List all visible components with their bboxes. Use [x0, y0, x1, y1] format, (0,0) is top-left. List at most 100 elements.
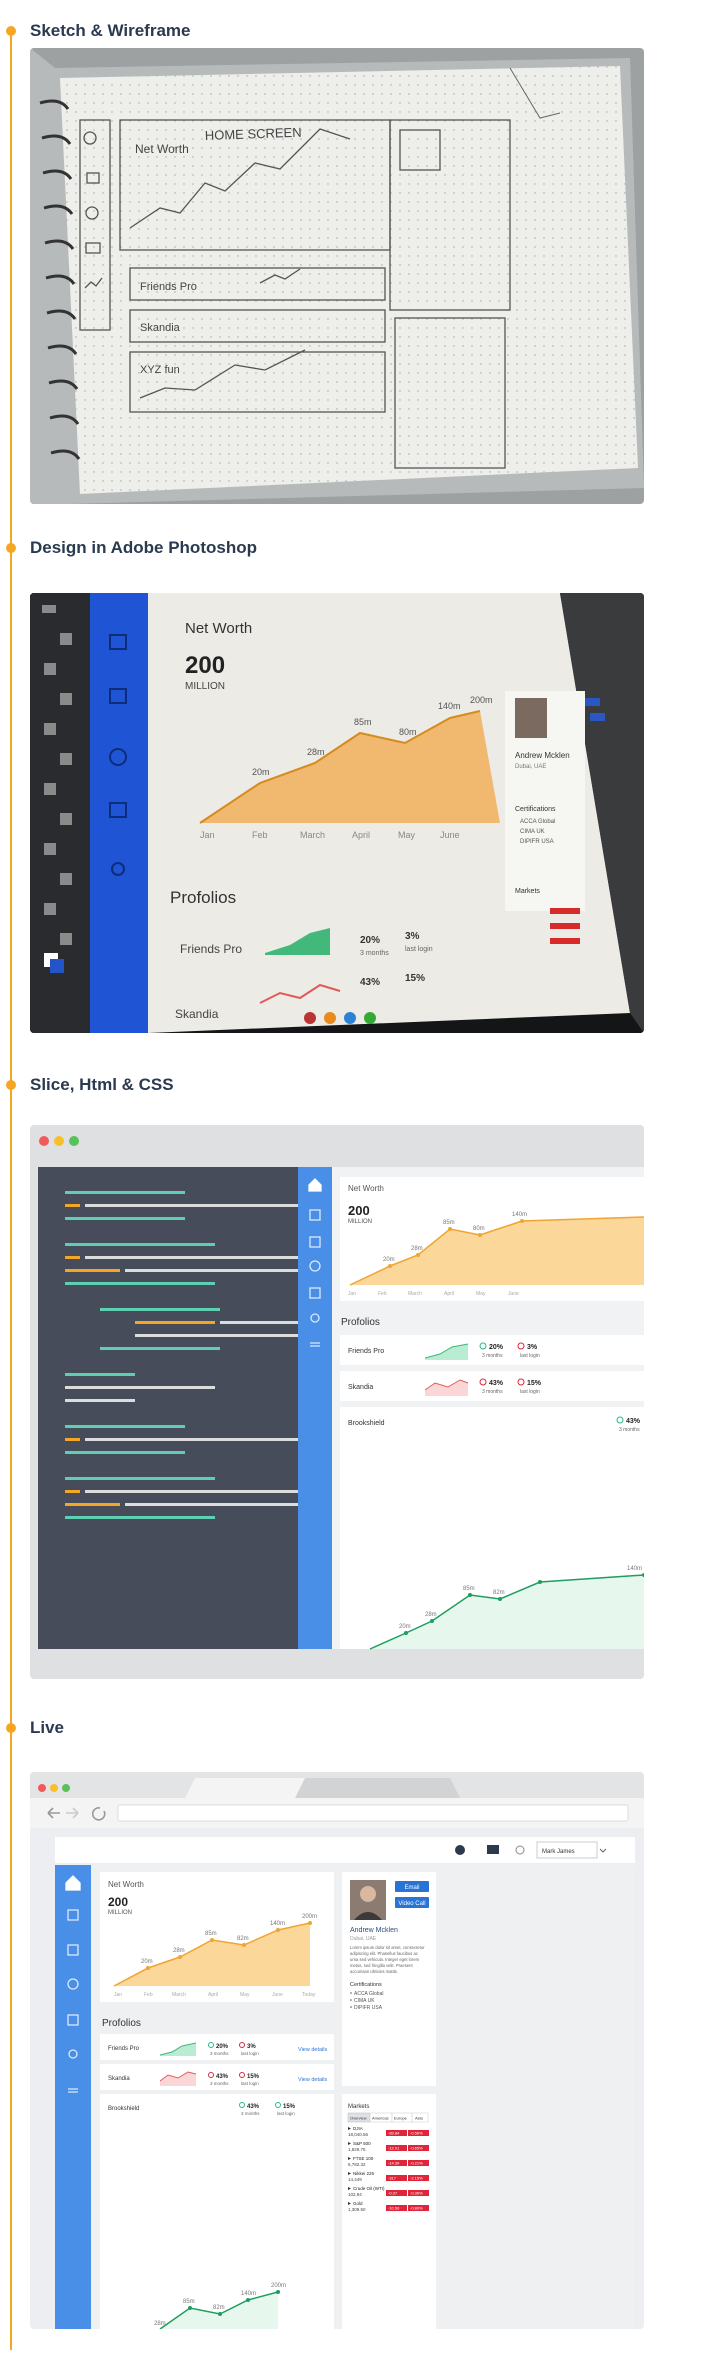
- slice-point-label: 28m: [411, 1246, 423, 1252]
- live-fund-name: Friends Pro: [108, 2046, 140, 2052]
- live-month: Feb: [144, 1992, 153, 1998]
- market-name: Gold: [353, 2201, 363, 2206]
- markets-tab-label[interactable]: Americas: [372, 2116, 389, 2121]
- timeline-dot: [6, 1723, 16, 1733]
- photoshop-image: Net Worth 200 MILLION 20m 28m 85m 80m 14…: [30, 593, 644, 1033]
- slice-bs-point: 85m: [463, 1586, 475, 1592]
- live-brookshield-name: Brookshield: [108, 2106, 139, 2112]
- slice-brookshield-name: Brookshield: [348, 1420, 385, 1427]
- forward-icon: [66, 1807, 79, 1819]
- section-title-sketch: Sketch & Wireframe: [30, 21, 191, 40]
- address-bar: [117, 1804, 629, 1822]
- market-percent: -0.65%: [410, 2146, 423, 2151]
- window-close-dot: [38, 1784, 46, 1792]
- market-percent-badge: [408, 2160, 429, 2166]
- slice-value: 200: [348, 1203, 370, 1218]
- slice-net-worth: Net Worth: [348, 1184, 384, 1193]
- market-value: 6,782.32: [348, 2162, 366, 2167]
- back-icon: [47, 1807, 60, 1819]
- email-button-label[interactable]: Email: [404, 1885, 419, 1891]
- ps-month: May: [398, 830, 416, 840]
- browser-tab: [295, 1778, 460, 1798]
- market-name: S&P 500: [353, 2141, 371, 2146]
- down-icon: [239, 2072, 245, 2078]
- live-sidebar: [55, 1865, 91, 2329]
- live-month: May: [240, 1992, 250, 1998]
- ps-chart-title: Net Worth: [185, 620, 252, 637]
- browser-tab: [185, 1778, 315, 1798]
- slice-point-label: 20m: [383, 1257, 395, 1263]
- live-fund-a: 20%: [216, 2044, 229, 2050]
- live-bs-point: 85m: [183, 2299, 195, 2305]
- caret-right-icon: [348, 2187, 351, 2190]
- spiral-binding: [39, 99, 81, 460]
- live-bs-point: 82m: [213, 2305, 225, 2311]
- up-icon: [616, 1416, 624, 1424]
- down-icon: [208, 2072, 214, 2078]
- live-bs-point: 140m: [241, 2291, 256, 2297]
- slice-brookshield-a: 43%: [626, 1418, 641, 1425]
- photoshop-sidebar: [90, 593, 150, 1033]
- live-brookshield-card: [100, 2094, 334, 2329]
- markets-tab-label[interactable]: Europe: [394, 2116, 408, 2121]
- ps-month: April: [352, 830, 370, 840]
- slice-month: May: [476, 1291, 486, 1297]
- slice-browser-window: Net Worth 200 MILLION 20m 28m 85m 80m 14…: [30, 1125, 644, 1679]
- sketch-xyz: XYZ fun: [140, 364, 180, 376]
- window-close-dot: [39, 1136, 49, 1146]
- live-month: Today: [302, 1992, 316, 1998]
- live-view-details-link[interactable]: View details: [298, 2047, 327, 2053]
- sketch-notebook-title: HOME SCREEN: [205, 125, 302, 143]
- live-view-details-link[interactable]: View details: [298, 2077, 327, 2083]
- profile-location: Dubai, UAE: [350, 1936, 377, 1942]
- ps-lastlogin1: last login: [405, 946, 433, 953]
- live-fund-name: Skandia: [108, 2076, 130, 2082]
- video-call-button: [395, 1897, 429, 1908]
- ps-point-label: 28m: [307, 747, 325, 757]
- market-value: 18,040.56: [348, 2132, 369, 2137]
- window-min-dot: [54, 1136, 64, 1146]
- live-unit: MILLION: [108, 1910, 132, 1916]
- slice-month: Jan: [348, 1291, 356, 1297]
- ps-period1: 3 months: [360, 950, 389, 957]
- market-name: Nikkei 225: [353, 2171, 375, 2176]
- reload-icon: [91, 1807, 106, 1821]
- market-percent-badge: [408, 2205, 429, 2211]
- timeline-dot: [6, 1080, 16, 1090]
- timeline-dot: [6, 543, 16, 553]
- markets-tab-label[interactable]: Asia: [415, 2116, 424, 2121]
- live-fund-b-sub: last login: [241, 2051, 259, 2056]
- settings-icon: [515, 1845, 525, 1855]
- ps-unit: MILLION: [185, 681, 225, 692]
- live-month: Jan: [114, 1992, 122, 1998]
- live-brookshield-a-sub: 3 months: [241, 2111, 260, 2116]
- ps-fund1: Friends Pro: [180, 942, 242, 956]
- notification-icon: [455, 1845, 465, 1855]
- target-icon: [67, 1978, 79, 1990]
- slice-portfolios: Profolios: [341, 1317, 380, 1328]
- window-max-dot: [62, 1784, 70, 1792]
- live-point-label: 140m: [270, 1921, 285, 1927]
- window-max-dot: [69, 1136, 79, 1146]
- down-icon: [517, 1378, 525, 1386]
- ps-cert: ACCA Global: [520, 819, 555, 825]
- down-icon: [479, 1378, 487, 1386]
- market-percent: -0.56%: [410, 2131, 423, 2136]
- caret-right-icon: [348, 2202, 351, 2205]
- live-fund-a-sub: 3 months: [210, 2051, 229, 2056]
- market-percent: -2.15%: [410, 2176, 423, 2181]
- market-change: -317: [388, 2176, 397, 2181]
- market-value: 102.94: [348, 2192, 362, 2197]
- market-change: -10.50: [388, 2206, 400, 2211]
- cert-item: DIPIFR USA: [354, 2005, 383, 2011]
- ps-point-label: 80m: [399, 727, 417, 737]
- profile-bio-line: adipiscing elit. Phasellus faucibus ac: [350, 1951, 418, 1956]
- markets-tab-label[interactable]: Overview: [350, 2116, 367, 2121]
- menu-icon: [68, 2088, 78, 2093]
- video-call-button-label[interactable]: Video Call: [398, 1901, 425, 1907]
- cert-item: CIMA UK: [354, 1998, 375, 2004]
- slice-bs-point: 140m: [627, 1566, 642, 1572]
- ps-pct3: 43%: [360, 977, 380, 988]
- up-icon: [479, 1342, 487, 1350]
- live-brookshield-b-sub: last login: [277, 2111, 295, 2116]
